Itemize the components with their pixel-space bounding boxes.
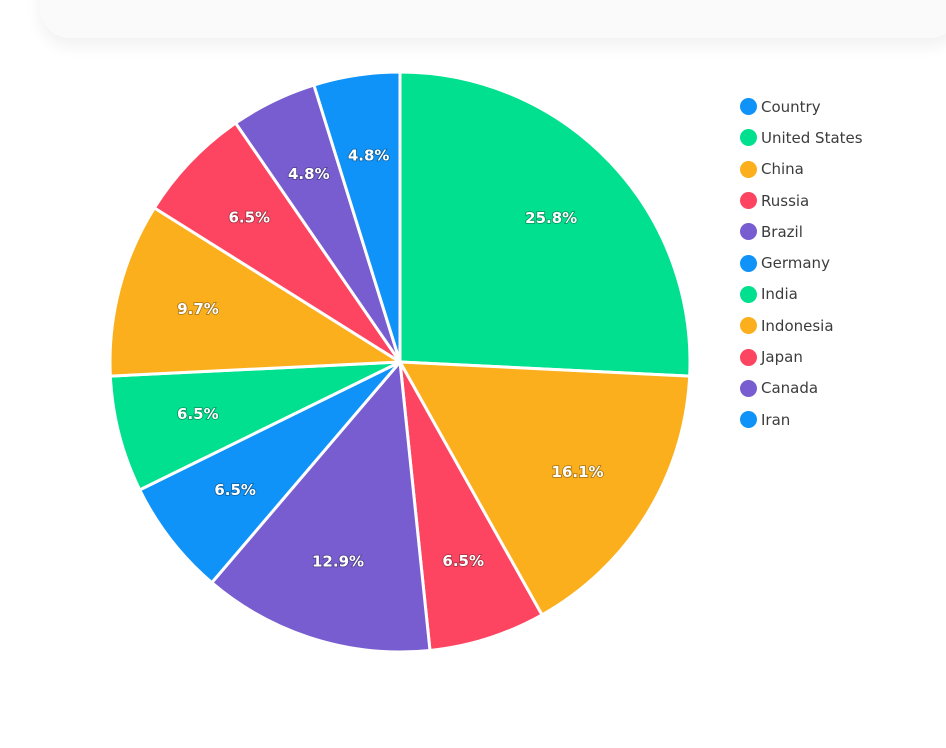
slice-percent-label: 9.7% bbox=[177, 300, 219, 318]
legend-swatch-icon bbox=[740, 98, 757, 116]
pie-slice[interactable] bbox=[152, 121, 402, 364]
slice-percent-label: 6.5% bbox=[214, 481, 256, 499]
legend-label: Japan bbox=[761, 348, 803, 367]
legend-label: Iran bbox=[761, 410, 791, 429]
slice-percent-label: 6.5% bbox=[177, 405, 219, 423]
legend-item[interactable]: Canada bbox=[740, 373, 863, 404]
legend-swatch-icon bbox=[740, 160, 757, 178]
legend-swatch-icon bbox=[740, 317, 757, 335]
slice-labels: 25.8% 16.1% 6.5% 12.9% 6.5% 6.5% 9.7% 6.5% 4.8% 4… bbox=[176, 146, 604, 571]
legend-item[interactable]: Japan bbox=[740, 341, 863, 372]
pie-slice[interactable] bbox=[108, 360, 402, 492]
legend-swatch-icon bbox=[740, 285, 757, 303]
legend-label: Canada bbox=[761, 379, 819, 398]
legend-item[interactable]: India bbox=[740, 279, 863, 310]
legend-swatch-icon bbox=[740, 348, 757, 366]
legend-swatch-icon bbox=[740, 379, 757, 397]
chart-legend: Country United States China Russia Brazil Ger… bbox=[740, 91, 863, 435]
legend-item[interactable]: Brazil bbox=[740, 216, 863, 247]
legend-item[interactable]: China bbox=[740, 154, 863, 185]
pie-slice[interactable] bbox=[312, 70, 402, 364]
pie-slice[interactable] bbox=[398, 360, 692, 617]
slice-percent-label: 25.8% bbox=[525, 209, 577, 227]
legend-label: China bbox=[761, 160, 804, 179]
header-shadow bbox=[40, 0, 946, 38]
legend-label: Germany bbox=[761, 254, 830, 273]
pie-slice[interactable] bbox=[138, 360, 402, 585]
legend-label: United States bbox=[761, 128, 863, 147]
pie-slice[interactable] bbox=[108, 206, 402, 378]
legend-item[interactable]: Country bbox=[740, 91, 863, 122]
legend-label: Russia bbox=[761, 191, 810, 210]
slice-percent-label: 4.8% bbox=[288, 165, 330, 183]
pie-slice[interactable] bbox=[398, 360, 544, 652]
legend-item[interactable]: Russia bbox=[740, 185, 863, 216]
pie-slice[interactable] bbox=[210, 360, 432, 654]
legend-swatch-icon bbox=[740, 223, 757, 241]
legend-swatch-icon bbox=[740, 129, 757, 147]
slice-percent-label: 12.9% bbox=[312, 552, 364, 570]
slice-percent-label: 16.1% bbox=[552, 463, 604, 481]
legend-item[interactable]: Germany bbox=[740, 247, 863, 278]
slice-percent-label: 4.8% bbox=[348, 147, 390, 165]
legend-swatch-icon bbox=[740, 192, 757, 210]
pie-slices bbox=[108, 70, 692, 654]
slice-percent-label: 6.5% bbox=[228, 209, 270, 227]
pie-slice[interactable] bbox=[398, 70, 692, 378]
legend-item[interactable]: United States bbox=[740, 122, 863, 153]
legend-swatch-icon bbox=[740, 411, 757, 429]
legend-item[interactable]: Iran bbox=[740, 404, 863, 435]
legend-label: Indonesia bbox=[761, 316, 834, 335]
legend-label: Country bbox=[761, 97, 821, 116]
legend-swatch-icon bbox=[740, 254, 757, 272]
legend-item[interactable]: Indonesia bbox=[740, 310, 863, 341]
legend-label: India bbox=[761, 285, 798, 304]
slice-percent-label: 6.5% bbox=[442, 552, 484, 570]
legend-label: Brazil bbox=[761, 222, 803, 241]
